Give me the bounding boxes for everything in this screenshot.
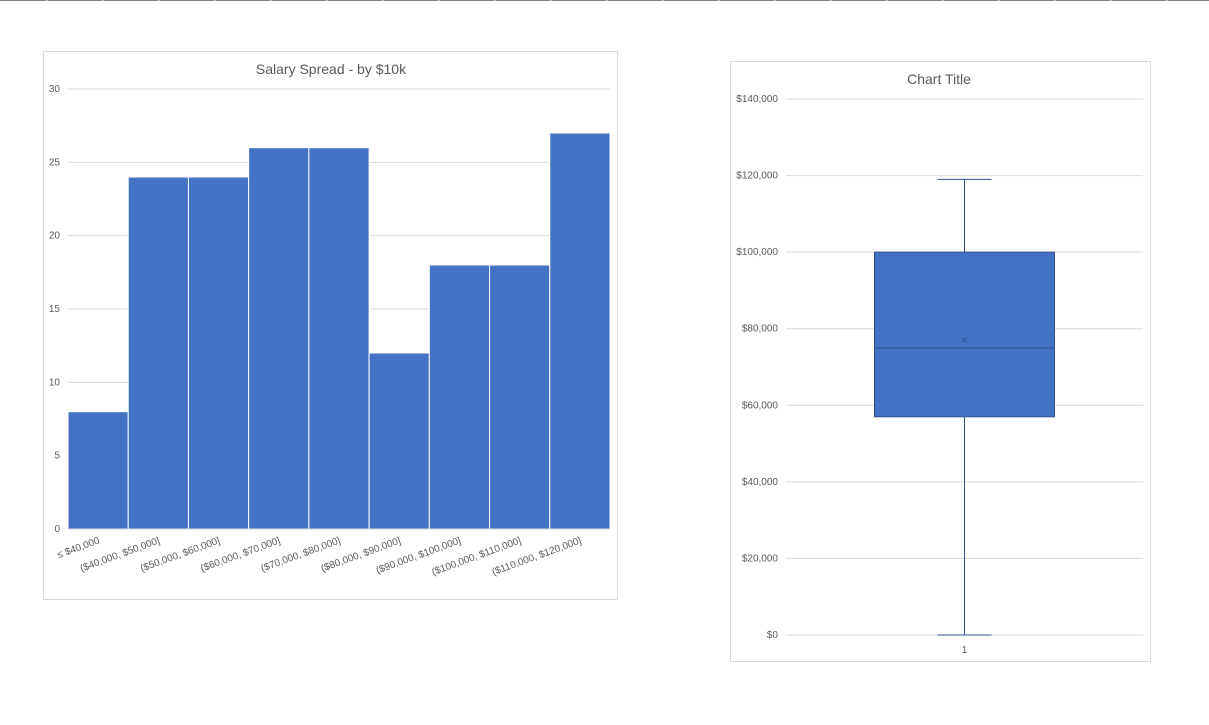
y-tick-label: $40,000 <box>742 477 779 488</box>
x-tick-label: 1 <box>962 645 968 656</box>
y-tick-label: $20,000 <box>742 553 779 564</box>
histogram-bar <box>549 132 611 530</box>
y-tick-label: 20 <box>49 231 61 242</box>
histogram-bar <box>308 147 370 530</box>
histogram-bar <box>248 147 310 530</box>
histogram-bar <box>428 264 491 530</box>
interquartile-box <box>874 251 1055 418</box>
y-tick-label: 10 <box>49 377 61 388</box>
y-tick-label: $0 <box>767 630 779 641</box>
histogram-bar <box>187 176 250 530</box>
histogram-bar <box>67 411 129 530</box>
y-tick-label: 5 <box>54 451 60 462</box>
y-tick-label: $120,000 <box>736 171 778 182</box>
y-tick-label: $80,000 <box>742 324 779 335</box>
histogram-bar <box>368 352 430 530</box>
histogram-title: Salary Spread - by $10k <box>256 61 407 77</box>
y-tick-label: 15 <box>49 304 61 315</box>
box-plot-title: Chart Title <box>907 71 971 87</box>
y-tick-label: $100,000 <box>736 247 778 258</box>
box-plot-chart[interactable]: Chart Title $0 $20,000 $40,000 $60,000 $80,0… <box>730 61 1151 662</box>
histogram-bar <box>127 176 189 530</box>
y-tick-label: 30 <box>49 84 61 95</box>
y-tick-label: 0 <box>54 524 60 535</box>
y-tick-label: $60,000 <box>742 400 779 411</box>
histogram-bar <box>489 264 551 530</box>
histogram-plot: Salary Spread - by $10k 0 5 10 15 20 25 30 ≤ $4… <box>49 61 611 578</box>
histogram-chart[interactable]: Salary Spread - by $10k 0 5 10 15 20 25 30 ≤ $4… <box>43 51 618 600</box>
y-tick-label: 25 <box>49 157 61 168</box>
y-tick-label: $140,000 <box>736 94 778 105</box>
x-tick-label: ≤ $40,000 <box>56 535 102 561</box>
sheet-column-header-edge <box>0 0 1209 2</box>
mean-marker: × <box>960 335 968 346</box>
box-plot-plot: Chart Title $0 $20,000 $40,000 $60,000 $80,0… <box>736 71 1143 656</box>
